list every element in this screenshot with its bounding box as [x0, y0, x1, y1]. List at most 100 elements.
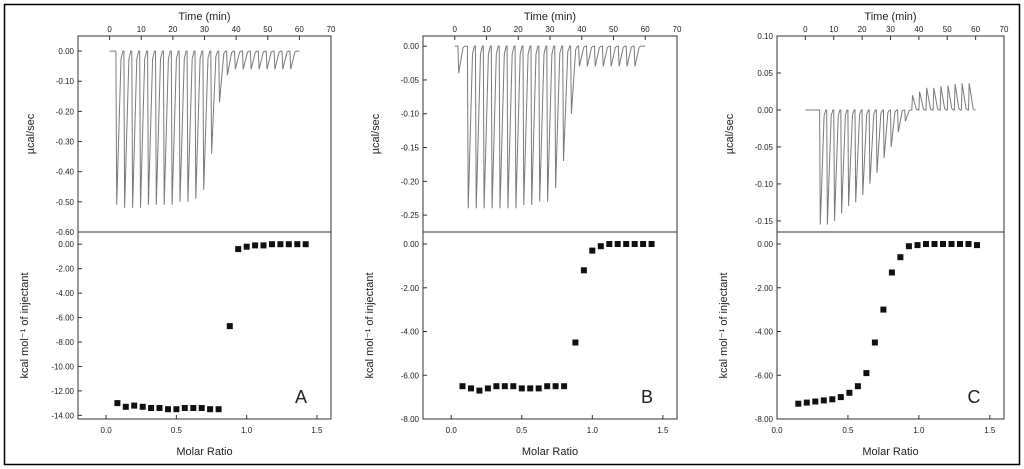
enthalpy-axis-title: kcal mol⁻¹ of injectant — [19, 272, 31, 378]
power-tick-label: -0.05 — [755, 143, 774, 152]
isotherm-point — [623, 241, 630, 247]
isotherm-point — [252, 242, 259, 249]
time-tick-label: 60 — [295, 25, 304, 34]
isotherm-point — [148, 405, 155, 411]
time-tick-label: 0 — [803, 25, 808, 34]
enthalpy-tick-label: -8.00 — [401, 415, 420, 424]
isotherm-point — [484, 385, 491, 392]
time-tick-label: 60 — [971, 25, 980, 34]
isotherm-point — [648, 241, 655, 247]
isotherm-point — [597, 243, 604, 250]
molar-ratio-axis-title: Molar Ratio — [176, 446, 232, 458]
isotherm-point — [468, 385, 474, 392]
isotherm-point — [181, 405, 188, 411]
isotherm-point — [812, 398, 819, 405]
time-axis-title: Time (min) — [864, 11, 916, 23]
power-tick-label: -0.10 — [56, 77, 75, 86]
isotherm-point — [235, 246, 242, 253]
molar-ratio-tick-label: 1.0 — [241, 426, 253, 435]
enthalpy-tick-label: 0.00 — [403, 240, 419, 249]
molar-ratio-axis-title: Molar Ratio — [522, 446, 578, 458]
isotherm-point — [215, 406, 222, 413]
time-tick-label: 70 — [1000, 25, 1009, 34]
isotherm-point — [631, 241, 638, 247]
enthalpy-axis-title: kcal mol⁻¹ of injectant — [718, 272, 730, 378]
power-tick-label: -0.10 — [401, 110, 420, 119]
panel-letter: A — [295, 387, 307, 407]
isotherm-point — [923, 241, 929, 247]
isotherm-point — [501, 383, 508, 390]
power-tick-label: -0.25 — [401, 211, 420, 220]
molar-ratio-tick-label: 1.5 — [311, 426, 323, 435]
isotherm-point — [476, 387, 483, 394]
power-axis-title: µcal/sec — [25, 113, 37, 154]
power-tick-label: 0.00 — [403, 42, 419, 51]
enthalpy-tick-label: 0.00 — [757, 240, 773, 249]
molar-ratio-axis-title: Molar Ratio — [862, 446, 918, 458]
isotherm-frame — [422, 231, 678, 420]
isotherm-point — [269, 241, 275, 248]
isotherm-point — [527, 385, 534, 392]
molar-ratio-tick-label: 1.5 — [657, 426, 669, 435]
isotherm-point — [260, 242, 267, 249]
isotherm-point — [888, 269, 895, 276]
isotherm-point — [173, 406, 180, 413]
time-tick-label: 0 — [107, 25, 112, 34]
isotherm-point — [854, 383, 861, 390]
isotherm-point — [294, 241, 301, 248]
isotherm-point — [974, 242, 980, 249]
isotherm-point — [459, 383, 466, 390]
time-tick-label: 30 — [200, 25, 209, 34]
isotherm-point — [122, 403, 129, 410]
time-tick-label: 0 — [453, 25, 458, 34]
isotherm-point — [795, 400, 802, 407]
molar-ratio-tick-label: 0.5 — [171, 426, 183, 435]
enthalpy-tick-label: -6.00 — [401, 371, 420, 380]
molar-ratio-tick-label: 0.0 — [446, 426, 458, 435]
isotherm-point — [226, 323, 233, 330]
time-axis-title: Time (min) — [524, 11, 576, 23]
enthalpy-tick-label: 0.00 — [58, 240, 74, 249]
enthalpy-tick-label: -6.00 — [56, 314, 75, 323]
power-tick-label: 0.05 — [757, 69, 773, 78]
isotherm-point — [277, 241, 284, 248]
panel-letter: C — [968, 387, 981, 407]
isotherm-frame — [77, 231, 332, 420]
isotherm-point — [931, 241, 938, 247]
isotherm-point — [614, 241, 621, 247]
power-tick-label: -0.40 — [56, 168, 75, 177]
power-tick-label: 0.00 — [58, 47, 74, 56]
power-tick-label: 0.10 — [757, 32, 773, 41]
isotherm-point — [948, 241, 955, 247]
power-tick-label: -0.05 — [401, 76, 420, 85]
power-tick-label: -0.20 — [401, 177, 420, 186]
isotherm-point — [207, 406, 214, 413]
enthalpy-tick-label: -12.00 — [51, 387, 74, 396]
enthalpy-tick-label: -10.00 — [51, 362, 74, 371]
isotherm-point — [871, 339, 878, 346]
isotherm-point — [114, 400, 121, 407]
isotherm-point — [544, 383, 551, 390]
time-tick-label: 70 — [327, 25, 336, 34]
isotherm-point — [156, 405, 163, 411]
power-tick-label: -0.30 — [56, 138, 75, 147]
panel-b: 0 10 20 30 40 50 60 70 Time (min) 0.00 -0.05 -0.10 -… — [364, 11, 682, 458]
time-tick-label: 30 — [546, 25, 555, 34]
time-tick-label: 20 — [514, 25, 523, 34]
isotherm-point — [837, 394, 844, 401]
isotherm-point — [572, 339, 579, 346]
isotherm-point — [552, 383, 559, 390]
panel-letter: B — [641, 387, 653, 407]
power-tick-label: -0.20 — [56, 107, 75, 116]
isotherm-point — [640, 241, 647, 247]
power-tick-label: -0.15 — [755, 217, 774, 226]
time-tick-label: 70 — [673, 25, 682, 34]
isotherm-point — [139, 403, 146, 410]
isotherm-point — [510, 383, 517, 390]
isotherm-point — [829, 396, 836, 403]
isotherm-point — [965, 241, 972, 247]
molar-ratio-tick-label: 1.5 — [984, 426, 996, 435]
time-tick-label: 50 — [263, 25, 272, 34]
isotherm-point — [820, 397, 827, 404]
isotherm-point — [561, 383, 568, 390]
